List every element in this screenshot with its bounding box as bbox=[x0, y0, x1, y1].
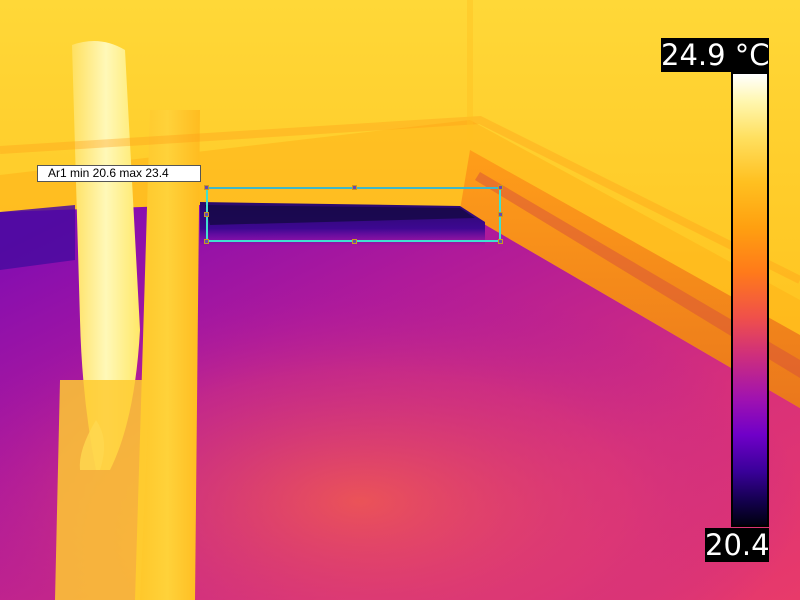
resize-handle-top-left[interactable] bbox=[204, 185, 209, 190]
resize-handle-top-right[interactable] bbox=[498, 185, 503, 190]
resize-handle-right[interactable] bbox=[498, 212, 503, 217]
area-measurement-box[interactable] bbox=[204, 185, 503, 244]
color-palette-gradient bbox=[733, 74, 767, 525]
temperature-scale-min: 20.4 bbox=[705, 528, 770, 562]
resize-handle-top[interactable] bbox=[352, 185, 357, 190]
temperature-scale-max: 24.9 °C bbox=[661, 38, 770, 72]
temperature-scale-bar bbox=[731, 72, 769, 527]
resize-handle-bottom[interactable] bbox=[352, 239, 357, 244]
resize-handle-bottom-right[interactable] bbox=[498, 239, 503, 244]
resize-handle-left[interactable] bbox=[204, 212, 209, 217]
area-measurement-label: Ar1 min 20.6 max 23.4 bbox=[37, 165, 201, 182]
resize-handle-bottom-left[interactable] bbox=[204, 239, 209, 244]
